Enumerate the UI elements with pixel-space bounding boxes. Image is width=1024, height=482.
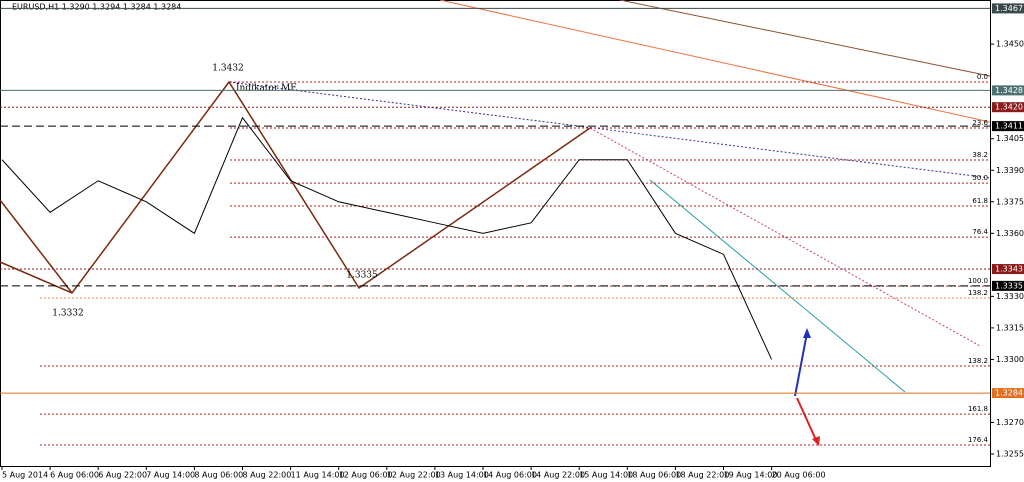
price-level-label: 1.3284	[995, 389, 1023, 398]
x-tick-label: 19 Aug 14:00	[724, 471, 778, 480]
chart-title: EURUSD,H1 1.3290 1.3294 1.3284 1.3284	[12, 3, 181, 12]
fib-label: 0.0	[977, 73, 988, 81]
fib-label: 76.4	[972, 228, 988, 236]
x-tick-label: 18 Aug 22:00	[675, 471, 729, 480]
price-level-label: 1.3428	[995, 86, 1023, 95]
x-tick-label: 5 Aug 2014	[2, 471, 48, 480]
price-level-label: 1.3343	[995, 265, 1023, 274]
y-tick-label: 1.3450	[996, 40, 1024, 49]
price-level-box	[992, 85, 1024, 96]
y-tick-label: 1.3375	[996, 197, 1024, 206]
trend-line	[439, 0, 991, 123]
trend-line	[649, 179, 906, 393]
price-level-box	[992, 280, 1024, 291]
x-tick-label: 14 Aug 06:00	[483, 471, 537, 480]
plot-frame	[0, 0, 991, 467]
arrow-down-head	[812, 436, 820, 446]
arrow-down	[796, 397, 817, 441]
arrow-up	[794, 332, 808, 397]
y-tick-label: 1.3300	[996, 355, 1024, 364]
fib-label: 138.2	[968, 357, 988, 365]
y-tick-label: 1.3315	[996, 323, 1024, 332]
x-tick-label: 7 Aug 14:00	[146, 471, 195, 480]
x-tick-label: 18 Aug 06:00	[627, 471, 681, 480]
x-tick-label: 20 Aug 06:00	[772, 471, 826, 480]
x-tick-label: 6 Aug 06:00	[50, 471, 99, 480]
price-level-box	[992, 264, 1024, 275]
x-tick-label: 12 Aug 06:00	[339, 471, 393, 480]
price-level-box	[992, 102, 1024, 113]
x-tick-label: 11 Aug 14:00	[291, 471, 345, 480]
y-tick-label: 1.3405	[996, 134, 1024, 143]
y-tick-label: 1.3270	[996, 418, 1024, 427]
y-tick-label: 1.3390	[996, 166, 1024, 175]
swing-label: 1.3335	[346, 271, 378, 281]
price-level-label: 1.3411	[995, 122, 1023, 131]
x-tick-label: 13 Aug 14:00	[435, 471, 489, 480]
fib-label: 161.8	[968, 405, 988, 413]
price-level-box	[992, 3, 1024, 14]
x-tick-label: 8 Aug 06:00	[194, 471, 243, 480]
x-tick-label: 12 Aug 22:00	[387, 471, 441, 480]
trend-line	[589, 127, 981, 347]
x-tick-label: 14 Aug 22:00	[531, 471, 585, 480]
swing-label: 1.3332	[52, 309, 84, 319]
swing-label: 1.3432	[212, 64, 244, 74]
fib-label: 38.2	[972, 151, 988, 159]
y-tick-label: 1.3360	[996, 229, 1024, 238]
y-tick-label: 1.3255	[996, 450, 1024, 459]
x-tick-label: 15 Aug 14:00	[579, 471, 633, 480]
fib-label: 176.4	[968, 436, 989, 444]
price-level-label: 1.3335	[995, 281, 1023, 290]
trend-line	[619, 0, 991, 77]
price-level-box	[992, 121, 1024, 132]
zigzag	[0, 199, 73, 294]
zigzag	[0, 80, 591, 294]
x-tick-label: 8 Aug 22:00	[243, 471, 292, 480]
indicator-label: Indikator MF.	[236, 84, 298, 94]
fib-label: 100.0	[968, 277, 988, 285]
fib-label: 50.0	[972, 174, 988, 182]
fib-label: 23.6	[972, 119, 988, 127]
x-tick-label: 6 Aug 22:00	[98, 471, 147, 480]
fib-label: 61.8	[972, 197, 988, 205]
price-line	[1, 116, 773, 360]
arrow-up-head	[803, 328, 811, 338]
y-tick-label: 1.3330	[996, 292, 1024, 301]
price-level-label: 1.3420	[995, 103, 1023, 112]
price-level-box	[992, 388, 1024, 399]
price-level-label: 1.3467	[995, 4, 1023, 13]
fib-label: 138.2	[968, 289, 988, 297]
